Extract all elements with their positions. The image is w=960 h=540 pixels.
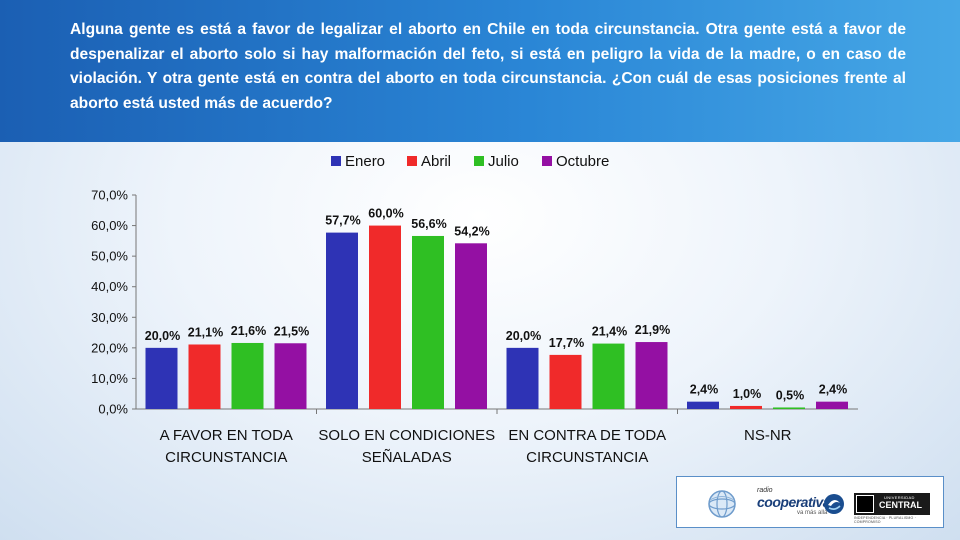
bar-abril: [549, 354, 582, 409]
legend-label-octubre: Octubre: [556, 153, 609, 170]
category-label: CIRCUNSTANCIA: [165, 449, 287, 466]
central-label: CENTRAL: [879, 500, 922, 510]
data-label: 54,2%: [454, 224, 489, 238]
bar-julio: [773, 407, 805, 409]
category-label: A FAVOR EN TODA: [160, 427, 293, 444]
y-tick-label: 0,0%: [98, 402, 128, 417]
data-label: 2,4%: [690, 383, 719, 397]
bar-enero: [687, 401, 719, 409]
data-label: 21,9%: [635, 323, 670, 337]
bar-octubre: [274, 343, 307, 409]
data-label: 0,5%: [776, 388, 805, 402]
bar-octubre: [455, 243, 487, 409]
bar-abril: [369, 225, 401, 409]
universidad-tagline: INDEPENDENCIA · PLURALISMO · COMPROMISO: [854, 516, 916, 524]
y-tick-label: 40,0%: [91, 279, 128, 294]
bar-julio: [412, 235, 444, 409]
data-label: 21,5%: [274, 324, 309, 338]
y-tick-label: 50,0%: [91, 249, 128, 264]
category-label: SEÑALADAS: [362, 449, 452, 466]
legend-swatch-octubre: [542, 156, 552, 166]
y-tick-label: 70,0%: [91, 188, 128, 203]
globe-logo-icon: [708, 490, 736, 518]
bar-abril: [188, 344, 221, 409]
data-label: 21,1%: [188, 325, 223, 339]
survey-question: Alguna gente es está a favor de legaliza…: [70, 21, 906, 112]
cooperativa-tagline: va más allá: [797, 510, 828, 516]
bar-enero: [326, 232, 358, 409]
legend-swatch-abril: [407, 156, 417, 166]
cooperativa-swirl-icon: [824, 494, 844, 514]
universidad-central-logo: UNIVERSIDAD CENTRAL: [854, 493, 930, 515]
y-tick-label: 20,0%: [91, 340, 128, 355]
data-label: 60,0%: [368, 207, 403, 221]
bar-octubre: [816, 401, 848, 409]
header-banner: Alguna gente es está a favor de legaliza…: [0, 0, 960, 142]
bar-julio: [231, 342, 264, 409]
category-label: NS-NR: [744, 427, 792, 444]
bar-abril: [730, 405, 762, 409]
universidad-label: UNIVERSIDAD: [884, 495, 915, 500]
data-label: 56,6%: [411, 217, 446, 231]
legend-swatch-enero: [331, 156, 341, 166]
bar-octubre: [635, 342, 668, 409]
category-label: SOLO EN CONDICIONES: [318, 427, 495, 444]
legend-label-abril: Abril: [421, 153, 451, 170]
bar-chart: Enero Abril Julio Octubre 0,0% 10,0% 20,0% 30,0…: [91, 153, 858, 466]
bar-enero: [506, 347, 539, 409]
category-label: EN CONTRA DE TODA: [508, 427, 666, 444]
y-tick-label: 60,0%: [91, 218, 128, 233]
data-label: 21,6%: [231, 324, 266, 338]
y-tick-label: 30,0%: [91, 310, 128, 325]
data-label: 20,0%: [145, 329, 180, 343]
sponsor-logos: radio cooperativa va más allá UNIVERSIDA…: [676, 476, 944, 528]
bar-enero: [145, 347, 178, 409]
data-label: 1,0%: [733, 387, 762, 401]
data-label: 20,0%: [506, 329, 541, 343]
legend-label-julio: Julio: [488, 153, 519, 170]
data-label: 2,4%: [819, 383, 848, 397]
y-tick-label: 10,0%: [91, 371, 128, 386]
data-label: 17,7%: [549, 336, 584, 350]
data-label: 21,4%: [592, 325, 627, 339]
legend-label-enero: Enero: [345, 153, 385, 170]
category-label: CIRCUNSTANCIA: [526, 449, 648, 466]
cooperativa-logo: cooperativa: [757, 494, 831, 510]
universidad-central-mark-icon: [856, 495, 874, 513]
radio-label: radio: [757, 487, 773, 494]
data-label: 57,7%: [325, 214, 360, 228]
legend-swatch-julio: [474, 156, 484, 166]
bar-julio: [592, 343, 625, 409]
